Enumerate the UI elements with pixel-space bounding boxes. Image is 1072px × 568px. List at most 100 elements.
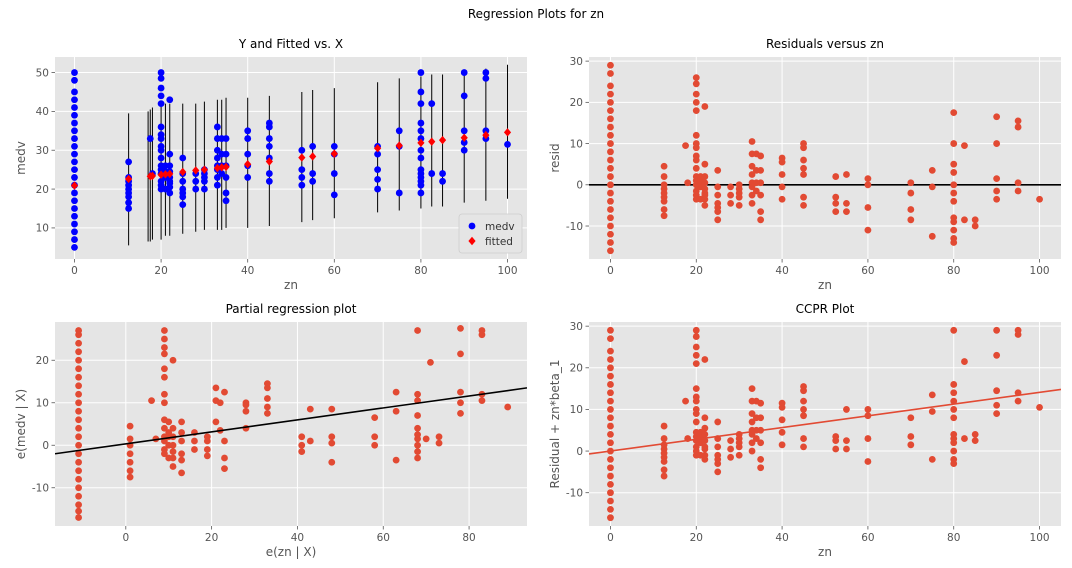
medv-point	[71, 135, 78, 142]
ccpr-point	[660, 435, 668, 442]
medv-point	[179, 185, 187, 193]
resid-point	[950, 234, 958, 242]
figure-suptitle: Regression Plots for zn	[468, 7, 604, 21]
partial-point	[75, 507, 82, 515]
y-tick-label: 0	[576, 446, 583, 458]
ccpr-point	[748, 439, 756, 447]
resid-point	[607, 156, 614, 164]
y-tick-label: 40	[36, 106, 49, 118]
ccpr-point	[864, 458, 872, 465]
partial-point	[75, 373, 82, 381]
fitted-point	[218, 163, 226, 172]
fitted-point	[265, 157, 273, 166]
medv-point	[71, 142, 78, 150]
partial-point	[504, 403, 512, 411]
medv-point	[330, 191, 338, 199]
partial-point	[221, 437, 228, 445]
x-axis-label: e(zn | X)	[266, 545, 317, 559]
resid-point	[692, 152, 700, 160]
resid-point	[607, 82, 614, 90]
medv-point	[417, 88, 425, 96]
partial-point	[298, 448, 306, 456]
partial-point	[178, 450, 185, 458]
medv-point	[125, 158, 133, 166]
medv-point	[244, 150, 252, 158]
medv-point	[71, 111, 78, 119]
y-axis-label: Residual + zn*beta_1	[548, 360, 562, 489]
partial-point	[75, 390, 82, 398]
x-tick-label: 60	[377, 532, 390, 544]
medv-point	[179, 177, 187, 185]
medv-point	[71, 76, 78, 84]
resid-point	[950, 226, 958, 234]
resid-point	[843, 208, 850, 215]
ccpr-point	[907, 441, 915, 449]
plot-area-yfit	[55, 57, 527, 259]
fitted-point	[298, 153, 306, 162]
x-tick-label: 60	[861, 265, 874, 277]
medv-point	[417, 100, 425, 108]
partial-point	[264, 395, 271, 402]
medv-point	[157, 92, 165, 100]
partial-point	[212, 418, 220, 426]
y-axis-label: resid	[548, 143, 562, 172]
resid-point	[701, 185, 709, 193]
partial-point	[75, 433, 82, 441]
y-tick-label: 20	[570, 363, 583, 375]
resid-point	[607, 61, 614, 69]
resid-point	[971, 216, 979, 224]
medv-point	[71, 212, 78, 220]
resid-point	[607, 164, 614, 172]
partial-point	[161, 335, 168, 343]
partial-point	[169, 454, 177, 462]
y-tick-label: 20	[570, 97, 583, 109]
partial-point	[148, 397, 155, 405]
ccpr-point	[607, 480, 614, 488]
partial-point	[371, 414, 379, 422]
resid-point	[832, 193, 840, 201]
ccpr-point	[950, 381, 958, 388]
medv-point	[417, 119, 425, 127]
x-axis-label: zn	[284, 278, 298, 292]
resid-point	[607, 181, 614, 189]
medv-point	[71, 166, 78, 174]
panel-title: Y and Fitted vs. X	[238, 37, 343, 51]
partial-point	[169, 424, 177, 432]
partial-point	[161, 344, 168, 351]
panel-title: CCPR Plot	[796, 302, 855, 316]
resid-point	[950, 160, 958, 168]
medv-point	[71, 236, 78, 243]
resid-point	[701, 179, 709, 187]
medv-point	[265, 142, 273, 150]
partial-point	[161, 350, 168, 358]
partial-point	[457, 409, 464, 417]
partial-point	[414, 390, 421, 398]
ccpr-point	[993, 387, 1001, 395]
partial-point	[221, 388, 228, 396]
partial-point	[126, 450, 134, 458]
resid-point	[928, 183, 936, 191]
partial-point	[392, 388, 400, 396]
partial-point	[264, 380, 271, 388]
partial-point	[191, 446, 198, 453]
medv-point	[192, 185, 200, 193]
partial-point	[242, 407, 250, 415]
partial-point	[161, 446, 168, 453]
resid-point	[757, 166, 765, 174]
partial-point	[178, 456, 185, 464]
resid-point	[864, 204, 872, 211]
resid-point	[757, 208, 765, 215]
medv-point	[222, 197, 230, 205]
resid-point	[1014, 123, 1022, 131]
partial-point	[221, 465, 228, 473]
ccpr-point	[950, 447, 958, 455]
medv-point	[222, 189, 230, 197]
ccpr-point	[864, 406, 872, 413]
medv-point	[244, 127, 252, 135]
partial-point	[165, 429, 173, 436]
resid-point	[701, 160, 709, 168]
medv-point	[309, 177, 317, 185]
medv-point	[244, 135, 252, 142]
ccpr-point	[757, 399, 765, 407]
